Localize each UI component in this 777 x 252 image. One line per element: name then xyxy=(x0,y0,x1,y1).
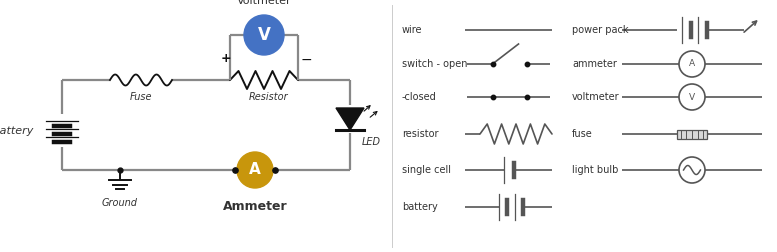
Text: +: + xyxy=(221,52,232,65)
Text: voltmeter: voltmeter xyxy=(572,92,619,102)
Polygon shape xyxy=(336,108,364,130)
Text: LED: LED xyxy=(362,137,381,147)
Text: Ammeter: Ammeter xyxy=(223,200,287,213)
Text: Ground: Ground xyxy=(102,198,138,208)
Text: -closed: -closed xyxy=(402,92,437,102)
Text: single cell: single cell xyxy=(402,165,451,175)
Text: Battery: Battery xyxy=(0,125,34,136)
Text: Voltmeter: Voltmeter xyxy=(237,0,291,6)
Text: −: − xyxy=(300,53,312,67)
Text: switch - open: switch - open xyxy=(402,59,468,69)
Text: wire: wire xyxy=(402,25,423,35)
Text: battery: battery xyxy=(402,202,437,212)
Text: V: V xyxy=(689,92,695,102)
Text: fuse: fuse xyxy=(572,129,593,139)
Text: Resistor: Resistor xyxy=(249,92,289,102)
Text: resistor: resistor xyxy=(402,129,438,139)
Text: A: A xyxy=(249,163,261,177)
Circle shape xyxy=(237,152,273,188)
Text: A: A xyxy=(689,59,695,69)
Text: light bulb: light bulb xyxy=(572,165,618,175)
Text: V: V xyxy=(257,26,270,44)
FancyBboxPatch shape xyxy=(677,130,707,139)
Text: ammeter: ammeter xyxy=(572,59,617,69)
Text: power pack: power pack xyxy=(572,25,629,35)
Circle shape xyxy=(244,15,284,55)
Text: Fuse: Fuse xyxy=(130,92,152,102)
